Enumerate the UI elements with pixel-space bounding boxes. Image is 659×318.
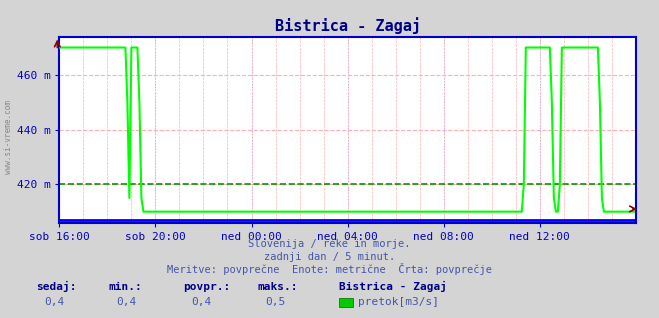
Text: 0,4: 0,4	[117, 297, 137, 307]
Text: 0,4: 0,4	[44, 297, 65, 307]
Text: 0,5: 0,5	[265, 297, 285, 307]
Text: povpr.:: povpr.:	[183, 282, 231, 292]
Text: Bistrica - Zagaj: Bistrica - Zagaj	[339, 281, 447, 292]
Text: maks.:: maks.:	[257, 282, 297, 292]
Text: Meritve: povprečne  Enote: metrične  Črta: povprečje: Meritve: povprečne Enote: metrične Črta:…	[167, 263, 492, 275]
Text: pretok[m3/s]: pretok[m3/s]	[358, 297, 439, 307]
Text: 0,4: 0,4	[191, 297, 212, 307]
Text: min.:: min.:	[109, 282, 142, 292]
Text: www.si-vreme.com: www.si-vreme.com	[4, 100, 13, 174]
Text: sedaj:: sedaj:	[36, 281, 76, 292]
Text: zadnji dan / 5 minut.: zadnji dan / 5 minut.	[264, 252, 395, 262]
Title: Bistrica - Zagaj: Bistrica - Zagaj	[275, 17, 420, 34]
Text: Slovenija / reke in morje.: Slovenija / reke in morje.	[248, 239, 411, 249]
